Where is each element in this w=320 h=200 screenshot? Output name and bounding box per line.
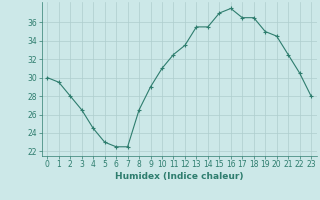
- X-axis label: Humidex (Indice chaleur): Humidex (Indice chaleur): [115, 172, 244, 181]
